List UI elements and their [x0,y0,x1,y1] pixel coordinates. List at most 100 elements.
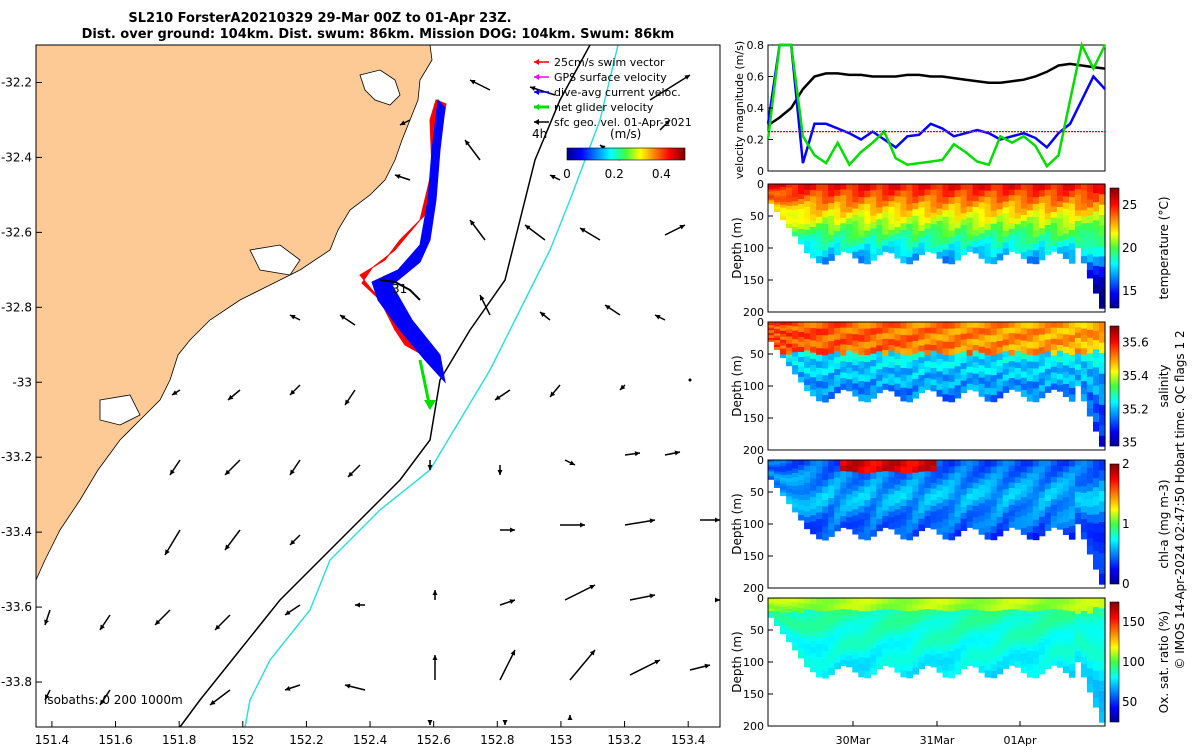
section-cell [1032,598,1040,606]
section-cell [972,350,980,357]
section-cell [948,533,956,541]
section-cell [990,657,998,665]
section-cell [1020,184,1028,191]
section-cell [1050,493,1058,500]
section-cell [1056,327,1064,335]
section-cell [1044,189,1052,197]
section-cell [1068,466,1076,474]
section-cell [768,609,775,612]
section-cell [882,504,889,512]
credit-text: © IMOS 14-Apr-2024 02:47:50 Hobart time.… [1173,330,1187,669]
section-cell [834,237,841,244]
section-cell [1008,184,1016,191]
section-cell [1020,190,1028,197]
section-cell [876,189,883,197]
section-cell [792,227,799,233]
section-cell [954,228,962,236]
section-cell [846,373,853,380]
section-cell [1050,366,1058,373]
section-cell [1093,421,1100,432]
section-cell [894,472,901,480]
section-cell [990,664,998,672]
section-cell [1002,368,1010,376]
section-cell [1062,641,1070,649]
section-cell [1008,603,1016,610]
section-cell [1002,471,1010,479]
section-cell [912,190,919,198]
section-cell [972,230,980,237]
section-cell [1026,374,1034,382]
section-cell [930,189,938,196]
section-cell [1032,624,1040,632]
section-cell [912,648,919,656]
section-cell [1026,197,1034,205]
section-cell [906,203,913,212]
section-cell [786,213,793,218]
section-cell [1020,653,1028,661]
section-cell [792,356,799,362]
section-cell [1008,350,1016,357]
section-cell [960,322,968,329]
section-cell [1020,604,1028,611]
section-cell [864,499,871,508]
section-cell [798,189,805,195]
section-cell [858,197,865,205]
section-cell [786,209,793,214]
section-cell [810,377,817,384]
section-cell [804,189,811,196]
section-cell [1093,256,1100,267]
section-cell [858,394,865,402]
section-cell [1080,216,1088,224]
time-tick-label: 30Mar [836,734,871,747]
section-cell [1086,345,1094,354]
section-cell [978,190,986,197]
section-cell [1044,195,1052,203]
section-cell [798,504,805,511]
section-cell [1068,644,1076,652]
section-cell [822,388,829,396]
section-cell [816,486,823,494]
section-cell [894,521,901,529]
section-cell [816,650,823,658]
section-cell [816,184,823,192]
section-cell [1093,265,1100,276]
velocity-vector-head [674,450,680,456]
section-cell [954,491,962,499]
section-cell [990,637,998,645]
section-cell [768,201,775,204]
section-cell [786,358,793,363]
section-cell [840,200,847,207]
section-cell [894,190,901,197]
section-cell [1008,504,1016,511]
depth-colorbar [1109,325,1120,447]
section-cell [972,523,980,530]
section-cell [1020,641,1028,649]
section-cell [786,478,793,483]
section-cell [828,228,835,236]
section-cell [900,670,907,678]
section-cell [1044,598,1052,605]
section-cell [840,471,847,478]
section-cell [936,484,944,492]
section-cell [1008,510,1016,517]
section-cell [840,378,847,385]
section-cell [1038,504,1046,512]
section-cell [828,498,835,506]
section-cell [906,361,913,370]
section-cell [984,354,992,363]
velocity-vector [688,378,692,382]
section-cell [882,598,889,605]
section-cell [996,667,1004,675]
section-cell [996,642,1004,650]
section-cell [774,190,781,194]
section-cell [1014,626,1022,634]
section-cell [1014,195,1022,202]
section-cell [888,373,895,380]
section-cell [984,611,992,619]
section-cell [876,465,883,473]
section-cell [822,519,829,528]
section-cell [828,253,835,261]
section-cell [960,621,968,628]
section-cell [894,377,901,385]
section-cell [1056,345,1064,352]
